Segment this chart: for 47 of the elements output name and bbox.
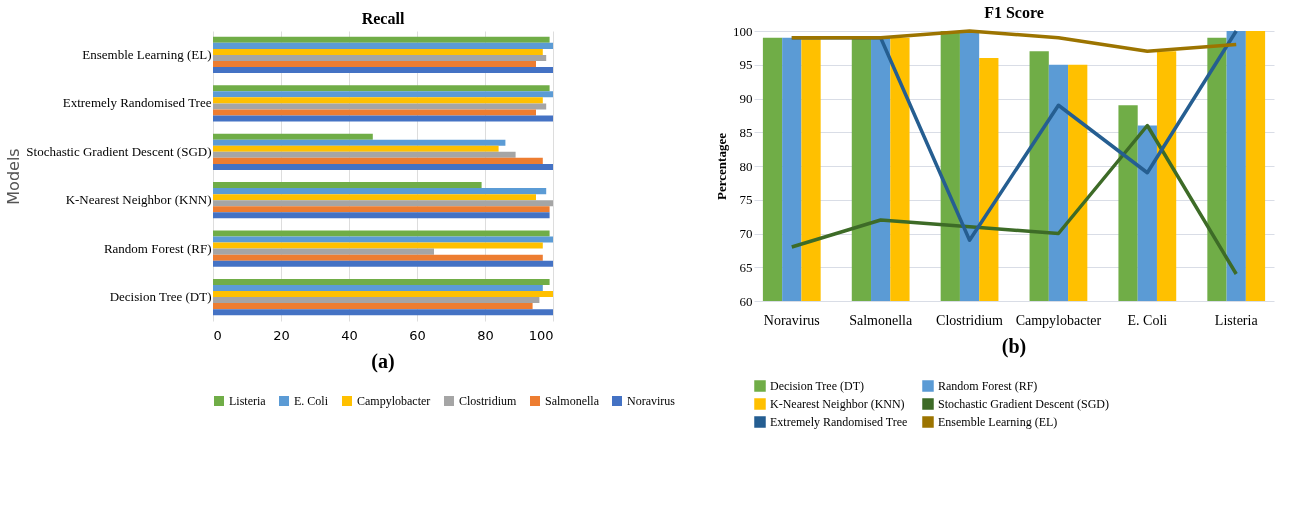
y-tick-label: 60 <box>739 293 753 309</box>
x-tick-label: 60 <box>409 327 426 343</box>
y-tick-label: K-Nearest Neighbor (KNN) <box>65 192 212 208</box>
y-tick-label: 70 <box>739 226 753 241</box>
legend-label: Ensemble Learning (EL) <box>938 415 1058 429</box>
legend-label: Listeria <box>229 394 267 408</box>
y-tick-label: Ensemble Learning (EL) <box>82 46 212 62</box>
y-tick-label: Random Forest (RF) <box>103 240 212 256</box>
y-tick-label: 95 <box>739 57 753 73</box>
legend-label: Salmonella <box>545 394 600 408</box>
x-tick-label: Clostridium <box>936 312 1004 328</box>
chart-title: Recall <box>361 10 405 27</box>
y-tick-label: Decision Tree (DT) <box>109 289 212 305</box>
x-tick-label: 40 <box>341 327 358 343</box>
x-tick-label: E. Coli <box>1127 312 1168 328</box>
text: (a) <box>371 350 395 373</box>
y-tick-label: 90 <box>739 91 753 106</box>
x-tick-label: 0 <box>213 327 222 343</box>
y-axis-title: Percentagee <box>714 132 729 200</box>
chart-title: F1 Score <box>984 4 1044 21</box>
legend-label: E. Coli <box>294 394 329 408</box>
y-tick-label: Stochastic Gradient Descent (SGD) <box>26 143 212 159</box>
legend-label: Extremely Randomised Tree <box>770 415 908 429</box>
x-tick-label: Salmonella <box>849 312 913 328</box>
y-tick-label: 65 <box>739 259 753 275</box>
line-series <box>790 29 1238 53</box>
x-tick-label: 20 <box>273 327 290 343</box>
text: (b) <box>1001 335 1027 358</box>
y-tick-label: 80 <box>739 158 753 174</box>
legend-label: K-Nearest Neighbor (KNN) <box>770 397 905 411</box>
legend-label: Clostridium <box>459 394 518 408</box>
legend-label: Random Forest (RF) <box>938 379 1038 393</box>
x-tick-label: 100 <box>528 327 554 343</box>
y-axis-title: Models <box>4 148 24 205</box>
x-tick-label: 80 <box>477 327 494 343</box>
y-tick-label: 75 <box>739 192 753 208</box>
x-tick-label: Noravirus <box>763 312 820 328</box>
y-tick-label: 100 <box>733 23 753 39</box>
legend-label: Stochastic Gradient Descent (SGD) <box>938 397 1109 411</box>
legend-label: Campylobacter <box>357 394 431 408</box>
y-tick-label: Extremely Randomised Tree <box>62 95 212 111</box>
legend-label: Noravirus <box>627 394 676 408</box>
x-tick-label: Listeria <box>1214 312 1259 328</box>
y-tick-label: 85 <box>739 124 753 140</box>
legend-label: Decision Tree (DT) <box>770 379 864 393</box>
x-tick-label: Campylobacter <box>1015 312 1102 328</box>
line-series <box>790 123 1238 276</box>
